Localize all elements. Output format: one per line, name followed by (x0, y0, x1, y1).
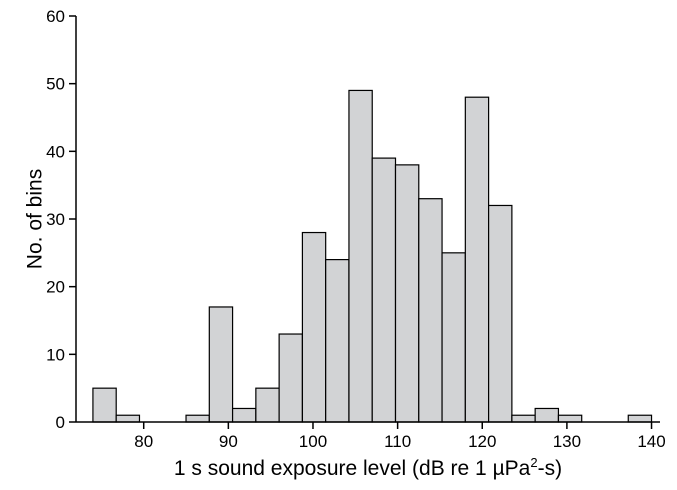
y-axis-label: No. of bins (23, 169, 46, 269)
bar (208, 306, 234, 423)
y-tick-label: 50 (46, 75, 65, 94)
x-tick-label: 80 (134, 432, 153, 451)
bar (488, 204, 513, 423)
x-ticks-group: 80 90 100 110 120 130 140 (134, 422, 666, 451)
bar (441, 252, 466, 423)
x-tick-label: 100 (299, 432, 327, 451)
bar (325, 259, 350, 423)
bar (464, 96, 490, 423)
y-tick-label: 60 (46, 7, 65, 26)
x-tick-label: 110 (384, 432, 411, 451)
y-tick-label: 40 (46, 142, 65, 161)
bar (348, 89, 373, 423)
x-tick-label: 140 (637, 432, 665, 451)
y-tick-label: 10 (46, 345, 65, 364)
bar (92, 387, 117, 423)
x-tick-label: 90 (219, 432, 238, 451)
bar (627, 414, 653, 423)
y-tick-label: 0 (56, 413, 65, 432)
bar (418, 198, 443, 423)
x-tick-label: 120 (468, 432, 496, 451)
y-ticks-group: 0 10 20 30 40 50 60 (46, 7, 76, 432)
bar (185, 414, 210, 423)
bar (557, 414, 583, 423)
bar (115, 414, 141, 423)
bar (371, 157, 397, 423)
x-axis-label-main: 1 s sound exposure level (dB re 1 µPa (174, 457, 531, 480)
y-tick-label: 30 (46, 210, 65, 229)
bar (278, 333, 304, 423)
bars-group (92, 89, 653, 423)
bar (231, 407, 257, 423)
x-axis-label: 1 s sound exposure level (dB re 1 µPa2-s… (174, 455, 562, 480)
bar (255, 387, 280, 423)
bar (534, 407, 560, 423)
bar (511, 414, 536, 423)
y-tick-label: 20 (46, 278, 65, 297)
x-tick-label: 130 (553, 432, 581, 451)
bar (301, 231, 327, 423)
x-axis-label-superscript: 2 (530, 455, 537, 470)
bar (394, 164, 420, 423)
x-axis-label-tail: -s) (538, 457, 563, 480)
